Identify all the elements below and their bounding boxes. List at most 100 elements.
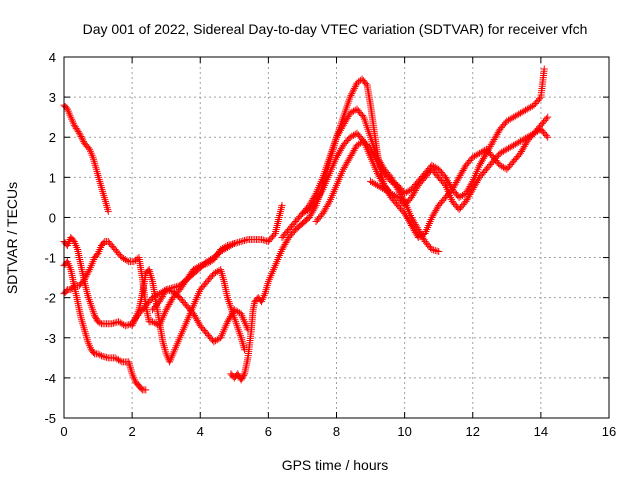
- data-point: [78, 134, 86, 142]
- x-tick-label: 12: [466, 424, 480, 439]
- data-point: [109, 319, 117, 327]
- data-point: [350, 86, 358, 94]
- data-point: [104, 207, 112, 215]
- data-point: [230, 240, 238, 248]
- chart-title: Day 001 of 2022, Sidereal Day-to-day VTE…: [83, 21, 588, 37]
- data-point: [544, 113, 552, 121]
- data-point: [239, 373, 247, 381]
- data-point: [85, 267, 93, 275]
- data-point: [428, 246, 436, 254]
- series: [128, 266, 249, 366]
- data-point: [358, 138, 366, 146]
- y-tick-label: -2: [44, 291, 56, 306]
- x-tick-label: 10: [397, 424, 411, 439]
- data-point: [195, 263, 203, 271]
- x-tick-label: 6: [265, 424, 272, 439]
- data-point: [162, 286, 170, 294]
- data-point: [224, 242, 231, 250]
- data-point: [261, 237, 269, 245]
- data-point: [227, 241, 235, 249]
- data-point: [121, 322, 129, 330]
- data-point: [325, 199, 333, 207]
- data-point: [238, 374, 246, 382]
- y-tick-label: 2: [49, 130, 56, 145]
- data-point: [346, 93, 354, 101]
- data-point: [137, 385, 145, 393]
- y-tick-label: -5: [44, 411, 56, 426]
- y-tick-label: 0: [49, 210, 56, 225]
- data-point: [100, 239, 108, 247]
- data-point: [166, 287, 174, 295]
- data-point: [76, 131, 84, 139]
- data-point: [103, 353, 111, 361]
- data-point: [237, 238, 245, 246]
- plot-frame: [63, 56, 610, 419]
- data-point: [278, 201, 286, 209]
- y-tick-label: -4: [44, 371, 56, 386]
- y-tick-label: 4: [49, 50, 56, 65]
- data-point: [430, 246, 438, 254]
- x-tick-label: 8: [333, 424, 340, 439]
- data-point: [196, 262, 204, 270]
- data-point: [234, 239, 242, 247]
- data-point: [350, 84, 358, 92]
- data-point: [433, 247, 441, 255]
- data-point: [270, 231, 278, 239]
- x-tick-label: 4: [197, 424, 204, 439]
- data-point: [123, 257, 131, 265]
- data-point: [222, 243, 230, 251]
- series: [312, 65, 548, 225]
- data-point: [440, 180, 448, 188]
- data-point: [544, 133, 552, 141]
- data-point: [229, 240, 237, 248]
- data-point: [535, 126, 543, 134]
- data-point: [431, 247, 439, 255]
- data-point: [259, 236, 267, 244]
- data-point: [167, 287, 175, 295]
- y-axis-label: SDTVAR / TECUs: [4, 182, 20, 294]
- x-tick-label: 2: [129, 424, 136, 439]
- y-tick-label: 1: [49, 170, 56, 185]
- data-point: [84, 144, 92, 152]
- data-point: [69, 283, 77, 291]
- data-point: [108, 320, 116, 328]
- data-point: [318, 187, 326, 195]
- data-point: [90, 348, 98, 356]
- data-point: [113, 318, 121, 326]
- data-point: [77, 133, 85, 141]
- data-point: [79, 136, 87, 144]
- x-axis-label: GPS time / hours: [282, 457, 389, 473]
- data-point: [82, 272, 90, 280]
- data-point: [362, 80, 370, 88]
- data-point: [358, 112, 366, 120]
- y-tick-label: 3: [49, 90, 56, 105]
- data-point: [92, 315, 100, 323]
- data-point: [542, 115, 550, 123]
- series: [60, 258, 150, 394]
- data-points: [60, 65, 552, 394]
- data-point: [91, 312, 99, 320]
- x-tick-label: 16: [602, 424, 616, 439]
- x-tick-label: 0: [60, 424, 67, 439]
- data-point: [80, 276, 88, 284]
- data-point: [311, 191, 319, 199]
- data-point: [101, 353, 109, 361]
- data-point: [96, 319, 104, 327]
- x-tick-label: 14: [534, 424, 548, 439]
- data-point: [142, 386, 150, 394]
- data-point: [239, 237, 247, 245]
- data-point: [164, 286, 172, 294]
- data-point: [536, 95, 544, 103]
- data-point: [75, 129, 83, 137]
- data-point: [351, 83, 359, 91]
- data-point: [235, 238, 243, 246]
- data-point: [540, 65, 548, 73]
- y-tick-label: -3: [44, 331, 56, 346]
- data-point: [435, 248, 443, 256]
- data-point: [201, 260, 209, 268]
- data-point: [242, 236, 250, 244]
- data-point: [123, 321, 131, 329]
- data-point: [542, 132, 550, 140]
- data-point: [351, 130, 359, 138]
